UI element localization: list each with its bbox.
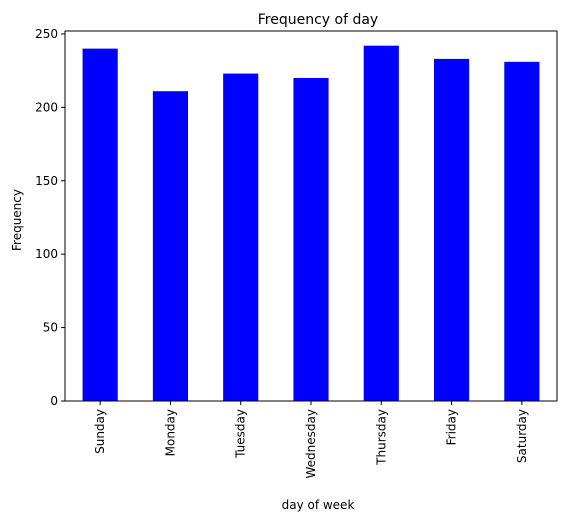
- plot-frame: [64, 30, 558, 402]
- y-axis-label: Frequency: [10, 189, 24, 251]
- bar-tuesday: [223, 73, 259, 401]
- y-tick-label: 150: [35, 174, 58, 188]
- y-tick-label: 50: [43, 321, 58, 335]
- x-tick-label: Friday: [445, 409, 459, 445]
- x-tick-label: Saturday: [515, 409, 529, 463]
- bar-thursday: [363, 45, 399, 401]
- x-tick-label: Monday: [163, 409, 177, 456]
- x-tick-label: Wednesday: [304, 409, 318, 478]
- y-tick-label: 250: [35, 27, 58, 41]
- y-tick-label: 0: [50, 394, 58, 408]
- y-tick-label: 200: [35, 100, 58, 114]
- bar-wednesday: [293, 77, 329, 401]
- x-axis-label: day of week: [282, 498, 355, 512]
- y-axis: 0 50 100 150 200 250: [35, 27, 65, 408]
- x-tick-label: Sunday: [93, 409, 107, 454]
- x-tick-label: Thursday: [374, 409, 388, 466]
- x-axis: Sunday Monday Tuesday Wednesday Thursday Frid…: [93, 401, 529, 478]
- bars-group: [82, 45, 540, 402]
- bar-monday: [152, 91, 188, 401]
- x-tick-label: Tuesday: [234, 409, 248, 459]
- bar-saturday: [504, 61, 540, 401]
- bar-friday: [434, 58, 470, 402]
- bar-sunday: [82, 48, 118, 401]
- chart-title: Frequency of day: [258, 12, 378, 28]
- y-tick-label: 100: [35, 247, 58, 261]
